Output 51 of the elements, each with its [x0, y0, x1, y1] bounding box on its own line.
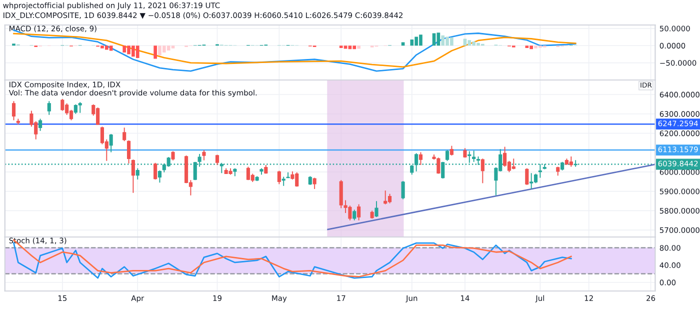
- candlestick: [131, 159, 135, 194]
- bar: [530, 46, 533, 50]
- bar: [154, 46, 157, 59]
- candlestick: [472, 150, 476, 162]
- candlestick: [215, 154, 220, 166]
- bar: [401, 42, 405, 46]
- bar: [441, 35, 445, 46]
- candlestick: [109, 134, 113, 153]
- candlestick: [78, 102, 82, 114]
- candlestick: [445, 150, 450, 162]
- candlestick: [202, 150, 206, 161]
- candlestick: [384, 190, 388, 205]
- candlestick: [525, 168, 529, 186]
- candlestick: [38, 118, 42, 132]
- candlestick: [126, 140, 131, 164]
- bar: [339, 46, 343, 48]
- candlestick: [388, 193, 392, 204]
- candlestick: [100, 126, 104, 145]
- candlestick: [339, 180, 343, 209]
- bar: [352, 46, 356, 50]
- bar: [357, 46, 360, 49]
- bar: [166, 46, 170, 50]
- candlestick: [122, 127, 126, 142]
- bar: [436, 32, 440, 46]
- candlestick: [534, 173, 538, 184]
- bar: [171, 46, 175, 48]
- candlestick: [171, 150, 175, 161]
- candlestick: [12, 100, 16, 121]
- candlestick: [357, 204, 361, 221]
- bar: [410, 39, 414, 46]
- candlestick: [503, 146, 507, 168]
- candlestick: [136, 168, 140, 180]
- bar: [468, 40, 472, 46]
- candlestick: [158, 170, 162, 184]
- bar: [348, 46, 352, 50]
- bar: [136, 46, 140, 58]
- candlestick: [374, 200, 378, 218]
- candlestick: [401, 180, 405, 200]
- candlestick: [418, 152, 423, 166]
- candlestick: [277, 170, 281, 185]
- candlestick: [352, 209, 356, 221]
- candlestick: [450, 145, 454, 156]
- candlestick: [530, 172, 534, 190]
- bar: [525, 46, 529, 48]
- bar: [104, 46, 108, 50]
- candlestick: [47, 100, 51, 116]
- candlestick: [480, 158, 484, 184]
- candlestick: [60, 98, 64, 112]
- candlestick: [154, 162, 158, 180]
- candlestick: [569, 156, 573, 168]
- bar: [109, 46, 113, 51]
